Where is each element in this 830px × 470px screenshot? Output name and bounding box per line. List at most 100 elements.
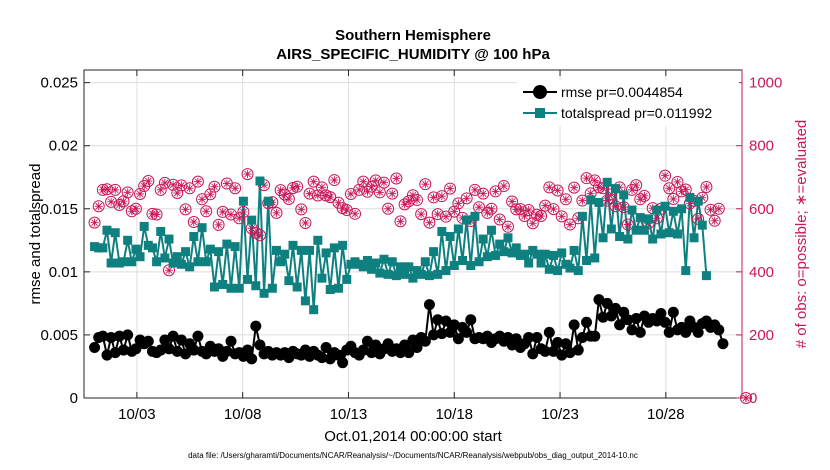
rmse-point <box>155 344 167 356</box>
obs-star-d2 <box>211 183 218 191</box>
obs-star-d2 <box>438 192 446 200</box>
obs-circle <box>394 215 407 228</box>
obs-circle <box>349 207 362 220</box>
rmse-point <box>440 315 452 327</box>
obs-star-d2 <box>326 193 334 201</box>
totalspread-point <box>309 305 319 315</box>
rmse-point <box>89 342 101 354</box>
totalspread-point <box>176 259 186 269</box>
obs-star-d2 <box>310 178 318 185</box>
obs-star-d2 <box>591 177 599 184</box>
obs-circle <box>547 203 560 216</box>
obs-circle <box>134 187 147 200</box>
x-axis-label: Oct.01,2014 00:00:00 start <box>324 428 502 445</box>
totalspread-point <box>135 252 145 262</box>
obs-possible-marker <box>100 183 113 196</box>
totalspread-point <box>396 262 406 272</box>
obs-possible-marker <box>229 182 242 195</box>
obs-circle <box>142 175 155 188</box>
totalspread-point <box>619 190 629 200</box>
totalspread-point <box>582 255 592 265</box>
rmse-point <box>531 331 543 343</box>
obs-possible-marker <box>559 193 572 206</box>
rmse-point <box>581 316 593 328</box>
totalspread-point <box>209 282 219 292</box>
obs-star-d2 <box>364 188 371 196</box>
totalspread-point <box>453 224 463 234</box>
obs-possible-marker <box>489 185 502 198</box>
obs-possible-marker <box>92 200 105 213</box>
obs-possible-marker <box>431 208 444 221</box>
obs-circle <box>659 169 672 182</box>
obs-possible-marker <box>712 202 725 215</box>
obs-circle <box>191 175 204 188</box>
obs-star-d2 <box>231 184 239 192</box>
obs-star-d2 <box>471 186 479 194</box>
obs-possible-marker <box>183 182 196 195</box>
obs-star-d2 <box>322 192 330 199</box>
obs-possible-marker <box>270 206 283 219</box>
obs-star-d2 <box>136 190 144 198</box>
obs-possible-marker <box>386 187 399 200</box>
rmse-point <box>159 334 171 346</box>
totalspread-point <box>408 273 418 283</box>
obs-possible-marker <box>291 180 304 193</box>
rmse-point <box>560 338 572 350</box>
totalspread-point <box>222 239 232 249</box>
obs-star-d2 <box>537 212 545 220</box>
rmse-point <box>316 352 328 364</box>
legend-rmse-label: rmse pr=0.0044854 <box>561 84 683 100</box>
obs-star-d2 <box>715 205 723 213</box>
totalspread-point <box>333 283 343 293</box>
totalspread-point <box>652 205 662 215</box>
obs-star-d2 <box>120 197 127 205</box>
rmse-point <box>118 344 130 356</box>
totalspread-point <box>400 269 410 279</box>
obs-star-d2 <box>583 174 590 182</box>
obs-circle <box>208 180 221 193</box>
rmse-point <box>142 335 154 347</box>
rmse-point <box>523 331 535 343</box>
obs-star-d2 <box>124 189 131 196</box>
obs-star-d2 <box>703 183 710 191</box>
obs-star-d2 <box>248 225 255 232</box>
obs-star-d2 <box>384 205 392 213</box>
obs-possible-marker <box>555 210 568 223</box>
rmse-point <box>175 334 187 346</box>
obs-possible-marker <box>435 190 448 203</box>
obs-star-d2 <box>256 231 264 239</box>
obs-possible-marker <box>390 172 403 185</box>
obs-possible-marker <box>448 205 461 218</box>
totalspread-point <box>697 220 707 230</box>
rmse-point <box>225 335 237 347</box>
obs-possible-marker <box>485 202 498 215</box>
obs-evaluated-star-d2 <box>742 394 750 402</box>
obs-possible-marker <box>547 203 560 216</box>
totalspread-point <box>594 197 604 207</box>
rmse-point <box>593 294 605 306</box>
obs-star-d2 <box>624 221 632 228</box>
y-tick-label-left: 0.025 <box>40 75 78 92</box>
x-tick-label: 10/18 <box>435 406 473 423</box>
rmse-point <box>428 329 440 341</box>
obs-possible-marker <box>237 205 250 218</box>
obs-possible-marker <box>121 186 134 199</box>
totalspread-point <box>466 261 476 271</box>
totalspread-point <box>234 283 244 293</box>
rmse-point <box>436 328 448 340</box>
obs-star-d2 <box>376 189 384 196</box>
rmse-point <box>510 333 522 345</box>
obs-circle <box>468 183 481 196</box>
totalspread-point <box>693 196 703 206</box>
totalspread-point <box>586 195 596 205</box>
y-axis-label-right: # of obs: o=possible; ∗=evaluated <box>793 120 810 349</box>
obs-circle <box>328 174 341 187</box>
obs-possible-marker <box>535 210 548 223</box>
rmse-point <box>221 345 233 357</box>
obs-star-d2 <box>219 208 227 216</box>
totalspread-point <box>532 249 542 259</box>
obs-star-d2 <box>277 186 284 194</box>
obs-circle <box>183 182 196 195</box>
obs-star-d2 <box>103 185 111 193</box>
